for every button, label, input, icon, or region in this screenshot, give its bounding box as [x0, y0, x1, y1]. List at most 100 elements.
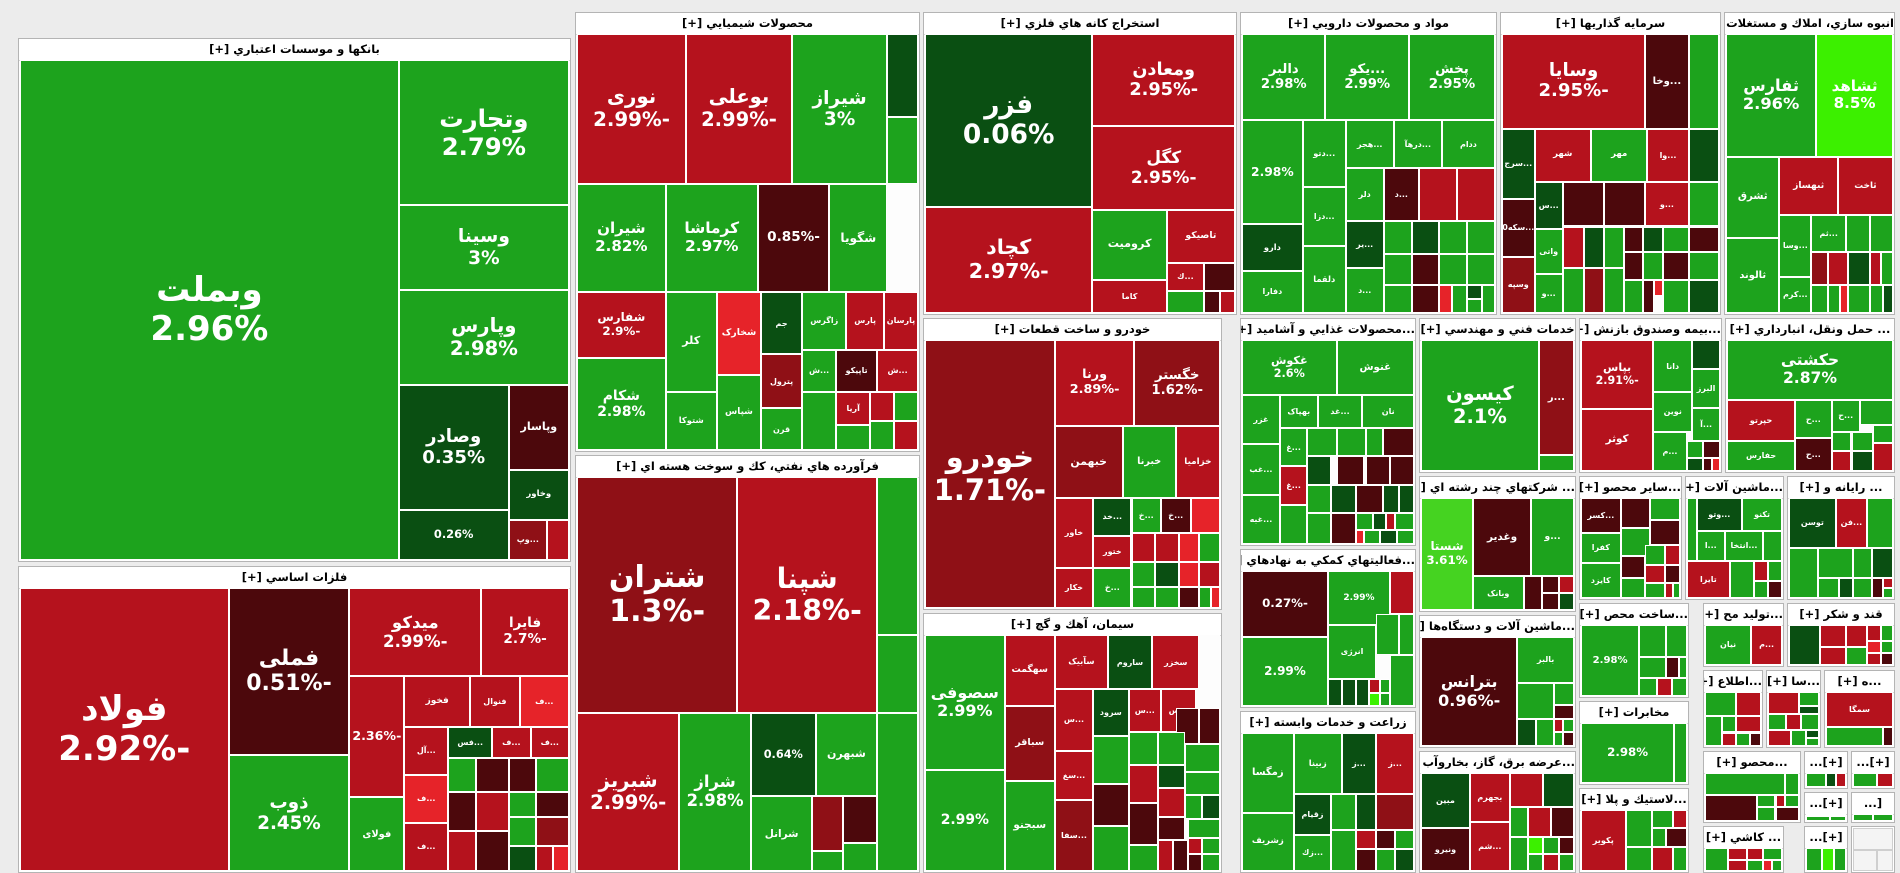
stock-tile[interactable] [1653, 279, 1663, 297]
stock-tile[interactable] [1645, 545, 1666, 565]
sector-header-mahsoo[interactable]: ...محصو [+] [1704, 752, 1800, 774]
stock-tile-نان[interactable]: نان [1362, 395, 1414, 428]
stock-tile[interactable] [1880, 653, 1893, 665]
stock-tile[interactable] [1395, 829, 1414, 849]
sector-header-computer[interactable]: ... رایانه و [+] [1788, 477, 1894, 499]
stock-tile-خاور[interactable]: خاور [1054, 498, 1094, 568]
sector-header-chemicals[interactable]: محصولات شیمیايي [+] [576, 13, 919, 35]
stock-tile[interactable] [1558, 854, 1574, 871]
stock-tile[interactable] [1882, 727, 1893, 746]
stock-tile[interactable] [870, 391, 895, 421]
stock-tile[interactable] [1652, 810, 1674, 829]
stock-tile-واتی[interactable]: واتی [1534, 229, 1563, 274]
stock-tile-سباقر[interactable]: سباقر [1004, 705, 1055, 782]
stock-tile[interactable] [1383, 254, 1412, 286]
stock-tile[interactable] [1847, 285, 1870, 313]
stock-tile[interactable] [1307, 513, 1332, 544]
stock-tile[interactable] [1768, 729, 1791, 746]
stock-tile[interactable] [1523, 576, 1542, 610]
stock-tile[interactable] [894, 420, 918, 450]
stock-tile[interactable] [1331, 513, 1356, 544]
stock-tile-خبهمن[interactable]: خبهمن [1054, 425, 1123, 499]
sector-header-machinery[interactable]: ...ماشین آلات [+] [1686, 477, 1783, 499]
sector-header-auto[interactable]: خودرو و ساخت قطعات [+] [924, 319, 1221, 341]
stock-tile[interactable] [842, 796, 878, 844]
stock-tile-...کسر[interactable]: ...کسر [1581, 498, 1621, 533]
stock-tile[interactable] [1688, 251, 1719, 280]
stock-tile[interactable] [1768, 713, 1786, 730]
stock-tile-شخارک[interactable]: شخارک [716, 291, 762, 376]
stock-tile[interactable] [1386, 513, 1396, 530]
stock-tile[interactable] [1128, 802, 1159, 846]
stock-tile-شرانل[interactable]: شرانل [750, 796, 813, 871]
stock-tile[interactable] [1859, 400, 1893, 426]
stock-tile[interactable] [1184, 771, 1220, 796]
stock-tile[interactable] [1509, 807, 1529, 837]
stock-tile[interactable] [1705, 848, 1729, 871]
stock-tile[interactable] [1728, 848, 1748, 860]
stock-tile-...د[interactable]: ...د [1345, 268, 1384, 313]
stock-tile-...وسا[interactable]: ...وسا [1779, 215, 1812, 277]
stock-tile-...انتخا[interactable]: ...انتخا [1725, 531, 1763, 561]
stock-tile-زمگسا[interactable]: زمگسا [1242, 733, 1294, 814]
stock-tile[interactable] [1178, 562, 1200, 587]
stock-tile[interactable] [1202, 854, 1220, 871]
stock-tile[interactable] [1846, 215, 1870, 252]
stock-tile[interactable] [1639, 625, 1666, 657]
stock-tile-کایزد[interactable]: کایزد [1581, 563, 1621, 598]
sector-header-tiny2[interactable]: [+]... [1852, 752, 1894, 774]
stock-tile-غزر[interactable]: غزر [1242, 395, 1280, 445]
stock-tile[interactable] [1749, 732, 1761, 746]
stock-tile[interactable] [1131, 586, 1156, 608]
stock-tile[interactable] [1279, 505, 1308, 544]
stock-tile[interactable] [1853, 814, 1873, 821]
stock-tile[interactable] [1811, 285, 1828, 313]
stock-tile-خودرو[interactable]: خودرو -1.71% [925, 340, 1055, 608]
stock-tile-...وخا[interactable]: ...وخا [1645, 34, 1689, 129]
stock-tile[interactable] [1705, 794, 1757, 821]
stock-tile[interactable] [1735, 716, 1761, 733]
stock-tile-خزامیا[interactable]: خزامیا [1175, 425, 1220, 499]
stock-tile[interactable] [1869, 215, 1893, 252]
stock-tile[interactable] [1467, 299, 1483, 313]
stock-tile[interactable] [1688, 279, 1719, 313]
stock-tile[interactable] [1762, 859, 1772, 871]
stock-tile[interactable] [1806, 816, 1830, 821]
stock-tile[interactable]: -2.36% [349, 675, 405, 798]
sector-header-oil[interactable]: فرآورده هاي نفتي، کك و سوخت هسته اي [+] [576, 456, 919, 478]
stock-tile[interactable] [1620, 528, 1651, 556]
stock-tile[interactable] [1128, 845, 1159, 871]
stock-tile[interactable] [1650, 498, 1680, 520]
stock-tile[interactable] [1767, 581, 1782, 598]
stock-tile-...وتو[interactable]: ...وتو [1696, 498, 1743, 531]
stock-tile[interactable] [1603, 268, 1624, 313]
stock-tile-غنوش[interactable]: غنوش [1336, 340, 1414, 396]
stock-tile[interactable] [1873, 443, 1893, 471]
stock-tile[interactable] [1389, 456, 1414, 485]
stock-tile-فزر[interactable]: فزر 0.06% [925, 34, 1093, 207]
stock-tile[interactable] [1178, 532, 1200, 563]
stock-tile[interactable] [1867, 625, 1881, 641]
stock-tile-وسپه[interactable]: وسپه [1502, 257, 1535, 313]
stock-tile[interactable] [1411, 254, 1440, 286]
stock-tile-بالبر[interactable]: بالبر [1517, 637, 1574, 683]
stock-tile-ثالوند[interactable]: ثالوند [1726, 237, 1780, 313]
stock-tile[interactable] [1790, 729, 1807, 746]
stock-tile[interactable] [1172, 840, 1188, 871]
stock-tile[interactable] [1846, 625, 1867, 647]
stock-tile[interactable] [1376, 848, 1396, 871]
stock-tile[interactable] [1673, 583, 1680, 598]
stock-tile[interactable] [1131, 562, 1156, 587]
stock-tile[interactable] [1166, 290, 1204, 313]
stock-tile-شستا[interactable]: شستا 3.61% [1421, 498, 1474, 610]
stock-tile-جم[interactable]: جم [761, 291, 803, 355]
stock-tile[interactable] [1623, 251, 1644, 280]
stock-tile[interactable] [1771, 859, 1782, 871]
stock-tile[interactable] [1372, 513, 1387, 530]
stock-tile[interactable] [1158, 816, 1185, 841]
stock-tile[interactable] [1620, 578, 1646, 598]
stock-tile[interactable] [1528, 807, 1552, 837]
stock-tile[interactable] [1873, 814, 1893, 821]
stock-tile[interactable] [1307, 484, 1332, 514]
sector-header-tolid[interactable]: ...تولید مح [+] [1704, 604, 1783, 626]
